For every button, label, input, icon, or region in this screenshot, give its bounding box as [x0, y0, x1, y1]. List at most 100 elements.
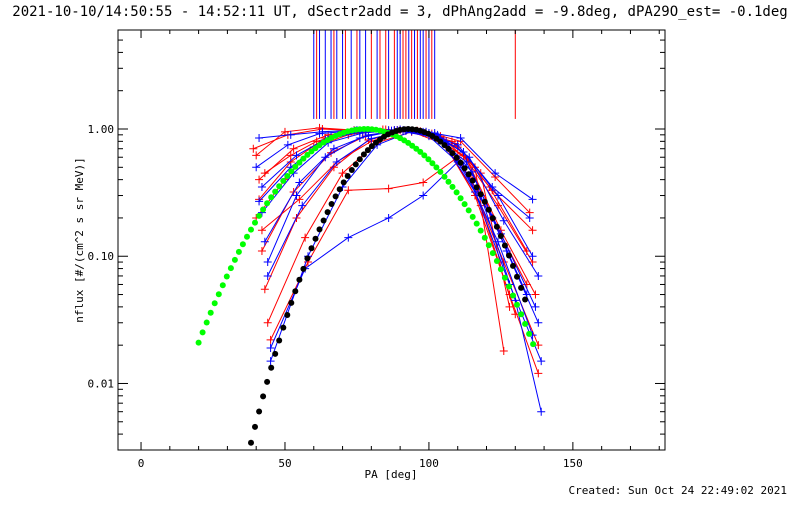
blue-data-point — [491, 169, 500, 178]
green-fit-point — [260, 206, 267, 213]
chart-title: 2021-10-10/14:50:55 - 14:52:11 UT, dSect… — [12, 4, 787, 20]
green-fit-point — [252, 219, 258, 226]
black-fit-point — [340, 179, 347, 186]
black-fit-point — [252, 423, 258, 430]
blue-data-point — [525, 213, 534, 222]
blue-data-point — [260, 237, 269, 246]
green-fit-point — [203, 319, 210, 326]
blue-data-point — [384, 213, 393, 222]
red-data-point — [499, 346, 508, 355]
green-fit-point — [485, 242, 492, 249]
blue-data-point — [459, 147, 468, 156]
blue-data-point — [534, 271, 543, 280]
green-fit-point — [235, 248, 242, 255]
black-fit-point — [264, 378, 271, 385]
blue-data-point — [453, 140, 462, 149]
blue-data-point — [537, 357, 546, 366]
blue-data-point — [419, 191, 428, 200]
green-fit-point — [510, 292, 516, 299]
x-tick-label: 150 — [563, 457, 583, 470]
green-fit-point — [296, 159, 303, 166]
blue-data-point — [531, 302, 540, 311]
black-fit-point — [248, 439, 254, 446]
green-fit-point — [526, 330, 533, 337]
red-data-point — [528, 226, 537, 235]
blue-data-point — [292, 191, 301, 200]
plot-frame — [117, 29, 666, 451]
black-fit-point — [481, 198, 488, 205]
blue-data-point — [534, 318, 543, 327]
x-tick-label: 100 — [419, 457, 439, 470]
x-tick-label: 0 — [138, 457, 145, 470]
blue-data-point — [344, 233, 353, 242]
blue-data-point — [462, 158, 471, 167]
blue-data-point — [266, 344, 275, 353]
green-fit-point — [223, 273, 230, 280]
red-data-point — [266, 335, 275, 344]
y-tick-label: 0.10 — [88, 250, 115, 263]
red-data-point — [301, 233, 310, 242]
black-fit-point — [292, 288, 299, 295]
black-fit-point — [514, 273, 520, 280]
green-fit-point — [497, 266, 504, 273]
black-fit-point — [356, 156, 363, 163]
blue-data-point — [252, 163, 261, 172]
black-fit-point — [328, 201, 335, 207]
green-fit-point — [195, 339, 202, 346]
y-tick-label: 1.00 — [88, 123, 115, 136]
green-fit-point — [506, 283, 512, 290]
green-fit-point — [292, 163, 299, 170]
green-fit-point — [429, 160, 436, 167]
red-data-point — [505, 302, 514, 311]
green-fit-point — [284, 173, 291, 179]
blue-data-point — [292, 151, 301, 160]
green-fit-point — [308, 148, 315, 155]
green-fit-point — [256, 212, 263, 219]
green-fit-point — [304, 151, 311, 158]
green-fit-point — [227, 265, 234, 272]
blue-data-point — [332, 158, 341, 167]
blue-data-point — [355, 133, 364, 142]
y-axis-label: nflux [#/(cm^2 s sr MeV)] — [73, 157, 86, 323]
blue-data-point — [499, 216, 508, 225]
green-fit-point — [457, 195, 464, 202]
black-fit-point — [485, 206, 492, 213]
green-fit-point — [449, 183, 456, 190]
blue-data-point — [488, 183, 497, 192]
black-fit-point — [510, 262, 516, 269]
black-fit-point — [284, 312, 291, 318]
black-fit-point — [312, 235, 319, 242]
black-fit-point — [441, 142, 448, 149]
green-fit-point — [489, 250, 496, 257]
black-fit-point — [368, 143, 375, 150]
black-fit-point — [352, 161, 359, 168]
red-data-point — [344, 186, 353, 195]
red-data-point — [511, 310, 520, 319]
green-fit-point — [268, 194, 275, 201]
black-fit-point — [522, 296, 529, 303]
blue-data-point — [257, 183, 266, 192]
blue-data-point — [494, 237, 503, 246]
black-fit-point — [324, 209, 331, 216]
green-fit-point — [465, 207, 472, 214]
y-tick-label: 0.01 — [88, 377, 115, 390]
green-fit-point — [413, 145, 420, 152]
green-fit-point — [215, 291, 222, 298]
green-fit-point — [300, 155, 307, 162]
black-fit-point — [493, 223, 500, 230]
red-data-point — [419, 178, 428, 187]
black-fit-point — [364, 147, 371, 154]
blue-data-point — [263, 271, 272, 280]
green-fit-point — [264, 200, 271, 207]
black-fit-point — [344, 173, 351, 179]
black-fit-point — [497, 233, 504, 239]
green-fit-point — [473, 220, 480, 227]
black-fit-point — [336, 186, 343, 193]
blue-data-point — [266, 357, 275, 366]
red-data-point — [255, 175, 264, 184]
black-fit-point — [308, 245, 315, 252]
red-data-point — [257, 246, 266, 255]
black-fit-point — [461, 165, 468, 172]
blue-data-point — [283, 140, 292, 149]
